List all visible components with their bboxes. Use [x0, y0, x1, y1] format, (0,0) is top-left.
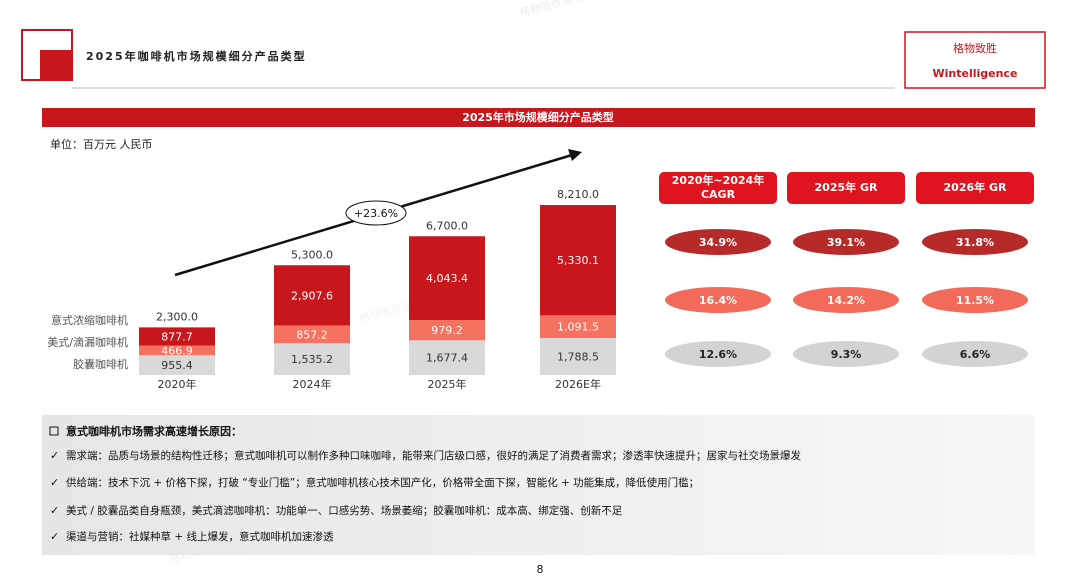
- legend-label: 胶囊咖啡机: [73, 357, 128, 371]
- rate-ellipse: [922, 287, 1028, 313]
- header-text: 2020年~2024年 CAGR: [672, 173, 764, 201]
- rate-text: 34.9%: [699, 236, 737, 249]
- segment-label: 1,535.2: [291, 353, 333, 366]
- arrow-head: [568, 149, 582, 161]
- rate-text: 12.6%: [699, 348, 737, 361]
- x-tick-label: 2025年: [428, 377, 467, 391]
- check: ✓: [50, 504, 59, 517]
- logo-box: [904, 31, 1046, 89]
- rate-text: 6.6%: [960, 348, 991, 361]
- rate-text: 9.3%: [831, 348, 862, 361]
- bar-segment: [409, 319, 485, 341]
- rate-text: 11.5%: [956, 294, 994, 307]
- table-header: [787, 172, 905, 204]
- bar-segment: [139, 327, 215, 346]
- segment-label: 857.2: [296, 328, 328, 341]
- segment-label: 1,091.5: [557, 321, 599, 334]
- rate-ellipse: [665, 287, 771, 313]
- checkbox: [49, 426, 59, 436]
- segment-label: 979.2: [431, 324, 463, 337]
- header-text: 2025年 GR: [815, 180, 878, 194]
- rate-ellipse: [793, 341, 899, 367]
- segment-label: 5,330.1: [557, 254, 599, 267]
- rate-ellipse: [665, 341, 771, 367]
- rate-text: 39.1%: [827, 236, 865, 249]
- x-tick-label: 2026E年: [555, 377, 601, 391]
- rate-ellipse: [665, 229, 771, 255]
- bar-segment: [274, 343, 350, 375]
- annotation-ellipse: [345, 200, 407, 226]
- note-item: 美式 / 胶囊品类自身瓶颈，美式滴滤咖啡机：功能单一、口感劣势、场景萎缩；胶囊咖…: [66, 504, 623, 517]
- legend-label: 意式浓缩咖啡机: [51, 313, 128, 327]
- total-label: 6,700.0: [426, 219, 468, 232]
- rate-ellipse: [793, 229, 899, 255]
- segment-label: 877.7: [161, 330, 193, 343]
- bar-segment: [409, 236, 485, 320]
- total-label: 2,300.0: [156, 310, 198, 323]
- rate-text: 14.2%: [827, 294, 865, 307]
- deco-square: [40, 50, 72, 80]
- slide-title: 2025年咖啡机市场规模细分产品类型: [86, 49, 307, 63]
- check: ✓: [50, 449, 59, 462]
- chart-title: 2025年市场规模细分产品类型: [462, 110, 614, 124]
- note-item: 需求端：品质与场景的结构性迁移；意式咖啡机可以制作多种口味咖啡，能带来门店级口感…: [66, 449, 801, 462]
- rate-text: 16.4%: [699, 294, 737, 307]
- annotation: +23.6%: [354, 207, 398, 220]
- watermark: 格物致胜版权所有: [518, 0, 607, 20]
- rate-text: 31.8%: [956, 236, 994, 249]
- chart-title-bar: [42, 108, 1035, 127]
- bar-segment: [409, 340, 485, 375]
- total-label: 5,300.0: [291, 248, 333, 261]
- rate-ellipse: [793, 287, 899, 313]
- check: ✓: [50, 476, 59, 489]
- header-text: 2026年 GR: [944, 180, 1007, 194]
- unit: 单位：百万元 人民币: [50, 137, 153, 151]
- legend-label: 美式/滴漏咖啡机: [47, 335, 128, 349]
- x-tick-label: 2020年: [158, 377, 197, 391]
- table-header: [916, 172, 1034, 204]
- segment-label: 466.9: [161, 344, 193, 357]
- segment-label: 1,677.4: [426, 352, 468, 365]
- logo-en: Wintelligence: [933, 67, 1018, 80]
- logo-cn: 格物致胜: [953, 41, 997, 55]
- notes-heading: 意式咖啡机市场需求高速增长原因：: [66, 424, 242, 438]
- x-tick-label: 2024年: [293, 377, 332, 391]
- page-number: 8: [537, 563, 544, 576]
- note-item: 供给端：技术下沉 + 价格下探，打破 “专业门槛”；意式咖啡机核心技术国产化，价…: [66, 476, 699, 489]
- bar-segment: [540, 315, 616, 338]
- bar-segment: [540, 337, 616, 375]
- bar-segment: [540, 204, 616, 316]
- segment-label: 2,907.6: [291, 289, 333, 302]
- check: ✓: [50, 530, 59, 543]
- total-label: 8,210.0: [557, 188, 599, 201]
- segment-label: 4,043.4: [426, 272, 468, 285]
- table-header: [659, 172, 777, 204]
- bar-segment: [274, 265, 350, 326]
- note-item: 渠道与营销：社媒种草 + 线上爆发，意式咖啡机加速渗透: [66, 530, 334, 543]
- rate-ellipse: [922, 229, 1028, 255]
- rate-ellipse: [922, 341, 1028, 367]
- bar-segment: [139, 345, 215, 356]
- segment-label: 1,788.5: [557, 350, 599, 363]
- segment-label: 955.4: [161, 359, 193, 372]
- bar-segment: [139, 355, 215, 375]
- notes-box: [42, 415, 1035, 555]
- bar-segment: [274, 325, 350, 344]
